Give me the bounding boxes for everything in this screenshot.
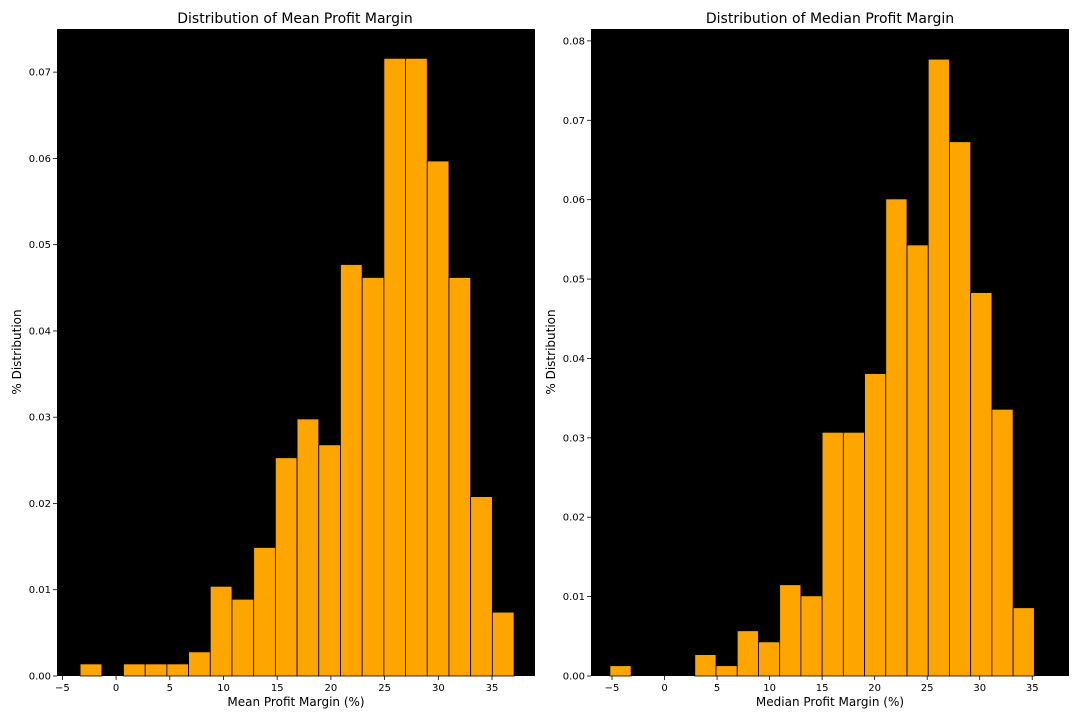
histogram-bar (821, 431, 844, 677)
x-tick-label: 5 (714, 683, 720, 694)
y-tick-label: 0.07 (563, 116, 585, 127)
x-tick-label: 25 (921, 683, 934, 694)
histogram-bar (1012, 607, 1035, 677)
histogram-bar (991, 408, 1014, 677)
x-tick-label: 10 (763, 683, 776, 694)
y-axis-label: % Distribution (10, 309, 24, 394)
histogram-bar (694, 654, 717, 677)
x-tick-label: −5 (55, 683, 70, 694)
y-tick-label: 0.03 (29, 413, 51, 424)
y-tick-label: 0.04 (29, 326, 51, 337)
x-tick-label: 20 (868, 683, 881, 694)
chart-mean-profit-margin: Distribution of Mean Profit Margin −5 0 5 1… (10, 11, 535, 709)
histogram-bar (800, 595, 823, 677)
y-tick-label: 0.02 (563, 513, 585, 524)
histogram-bar (470, 496, 493, 677)
histogram-bar (842, 431, 865, 677)
x-tick-label: 5 (167, 683, 173, 694)
histogram-bar (715, 665, 738, 677)
histogram-bar (885, 198, 908, 677)
y-tick-label: 0.01 (29, 585, 51, 596)
histogram-bar (318, 444, 341, 677)
x-tick-label: 15 (271, 683, 284, 694)
x-tick-label: 10 (217, 683, 230, 694)
histogram-bar (361, 277, 385, 677)
histogram-bar (448, 277, 472, 677)
y-tick-label: 0.06 (29, 154, 51, 165)
histogram-bar (79, 663, 103, 677)
histogram-bar (927, 58, 950, 677)
x-tick-label: 0 (661, 683, 667, 694)
histogram-bar (609, 665, 632, 677)
x-axis-label: Median Profit Margin (%) (756, 695, 904, 709)
chart-title: Distribution of Mean Profit Margin (177, 11, 412, 27)
x-tick-label: 25 (378, 683, 391, 694)
y-tick-label: 0.05 (29, 240, 51, 251)
histogram-bar (864, 373, 887, 677)
x-tick-label: −5 (605, 683, 620, 694)
chart-median-profit-margin: Distribution of Median Profit Margin −5 0… (544, 11, 1069, 709)
x-tick-label: 20 (325, 683, 338, 694)
histogram-bar (970, 292, 993, 677)
y-tick-label: 0.04 (563, 354, 585, 365)
histogram-bar (296, 418, 320, 677)
y-tick-label: 0.02 (29, 499, 51, 510)
y-tick-label: 0.05 (563, 275, 585, 286)
histogram-bar (383, 57, 406, 677)
y-tick-label: 0.08 (563, 36, 585, 47)
histogram-bar (123, 663, 146, 677)
x-tick-label: 30 (432, 683, 445, 694)
y-tick-label: 0.01 (563, 592, 585, 603)
histogram-bar (779, 584, 802, 677)
histogram-bar (188, 651, 211, 677)
histogram-bar (340, 264, 363, 677)
y-tick-label: 0.03 (563, 433, 585, 444)
histogram-bar (758, 641, 781, 677)
bars (79, 57, 515, 677)
histogram-bar (736, 630, 759, 677)
histogram-bar (906, 244, 929, 677)
x-tick-label: 35 (1026, 683, 1039, 694)
y-tick-label: 0.00 (29, 672, 51, 683)
x-ticks: −5 0 5 10 15 20 25 30 35 (55, 676, 498, 694)
histogram-bar (491, 611, 515, 677)
x-tick-label: 15 (816, 683, 829, 694)
bars (609, 58, 1035, 677)
x-tick-label: 0 (113, 683, 119, 694)
histogram-bar (949, 141, 972, 677)
y-axis-label: % Distribution (544, 309, 558, 394)
x-tick-label: 35 (486, 683, 499, 694)
x-axis-label: Mean Profit Margin (%) (227, 695, 364, 709)
y-ticks: 0.00 0.01 0.02 0.03 0.04 0.05 0.06 0.07 0.08 (563, 36, 591, 683)
y-tick-label: 0.00 (563, 672, 585, 683)
y-tick-label: 0.07 (29, 68, 51, 79)
chart-title: Distribution of Median Profit Margin (706, 11, 954, 27)
histogram-bar (274, 457, 298, 677)
histogram-bar (209, 585, 233, 677)
y-tick-label: 0.06 (563, 195, 585, 206)
histogram-bar (166, 663, 189, 677)
histogram-bar (253, 547, 276, 677)
y-ticks: 0.00 0.01 0.02 0.03 0.04 0.05 0.06 0.07 (29, 68, 57, 683)
histogram-bar (144, 663, 168, 677)
histogram-bar (405, 57, 428, 677)
histogram-bar (426, 160, 450, 677)
histogram-bar (231, 598, 255, 677)
x-tick-label: 30 (973, 683, 986, 694)
x-ticks: −5 0 5 10 15 20 25 30 35 (605, 676, 1039, 694)
